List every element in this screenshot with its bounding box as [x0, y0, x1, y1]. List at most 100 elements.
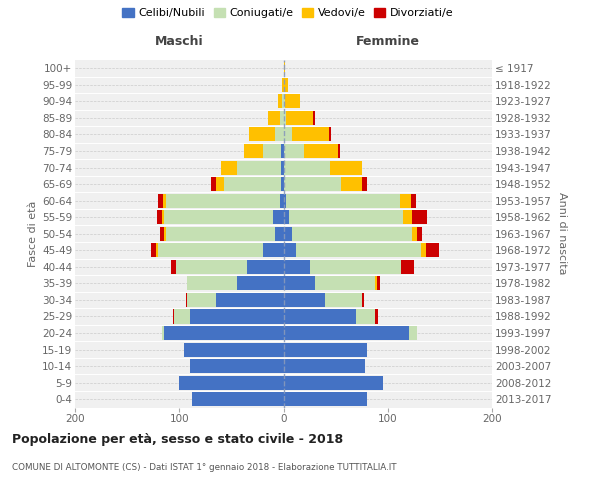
- Bar: [174, 310, 190, 324]
- Bar: [362, 293, 364, 307]
- Text: Maschi: Maschi: [155, 36, 203, 49]
- Bar: [401, 260, 414, 274]
- Bar: [286, 194, 400, 207]
- Bar: [275, 226, 284, 241]
- Bar: [284, 342, 367, 356]
- Bar: [157, 244, 158, 258]
- Bar: [296, 244, 421, 258]
- Bar: [268, 111, 280, 125]
- Bar: [289, 210, 403, 224]
- Bar: [151, 244, 157, 258]
- Bar: [263, 244, 284, 258]
- Bar: [281, 177, 284, 191]
- Bar: [161, 326, 164, 340]
- Bar: [375, 276, 377, 290]
- Bar: [164, 226, 166, 241]
- Bar: [310, 260, 401, 274]
- Legend: Celibi/Nubili, Coniugati/e, Vedovi/e, Divorziati/e: Celibi/Nubili, Coniugati/e, Vedovi/e, Di…: [118, 3, 458, 22]
- Bar: [249, 128, 275, 141]
- Bar: [410, 194, 416, 207]
- Bar: [176, 260, 247, 274]
- Bar: [377, 276, 380, 290]
- Text: Popolazione per età, sesso e stato civile - 2018: Popolazione per età, sesso e stato civil…: [12, 432, 343, 446]
- Bar: [315, 276, 375, 290]
- Bar: [166, 226, 275, 241]
- Bar: [284, 376, 383, 390]
- Bar: [158, 244, 263, 258]
- Bar: [179, 376, 284, 390]
- Bar: [313, 111, 315, 125]
- Bar: [284, 244, 296, 258]
- Bar: [244, 144, 263, 158]
- Y-axis label: Fasce di età: Fasce di età: [28, 200, 38, 267]
- Bar: [284, 111, 286, 125]
- Bar: [192, 392, 284, 406]
- Bar: [375, 310, 379, 324]
- Bar: [284, 359, 365, 373]
- Bar: [325, 293, 362, 307]
- Bar: [286, 111, 313, 125]
- Bar: [281, 160, 284, 174]
- Bar: [417, 226, 422, 241]
- Bar: [278, 94, 283, 108]
- Bar: [412, 226, 417, 241]
- Bar: [284, 310, 356, 324]
- Text: COMUNE DI ALTOMONTE (CS) - Dati ISTAT 1° gennaio 2018 - Elaborazione TUTTITALIA.: COMUNE DI ALTOMONTE (CS) - Dati ISTAT 1°…: [12, 462, 397, 471]
- Bar: [356, 310, 375, 324]
- Bar: [284, 260, 310, 274]
- Bar: [341, 177, 362, 191]
- Bar: [187, 293, 216, 307]
- Bar: [216, 293, 284, 307]
- Bar: [284, 144, 304, 158]
- Bar: [164, 210, 273, 224]
- Bar: [331, 160, 362, 174]
- Bar: [236, 160, 281, 174]
- Bar: [211, 177, 216, 191]
- Bar: [280, 111, 284, 125]
- Bar: [284, 160, 331, 174]
- Bar: [283, 78, 284, 92]
- Text: Femmine: Femmine: [356, 36, 420, 49]
- Bar: [284, 194, 286, 207]
- Bar: [184, 342, 284, 356]
- Bar: [185, 293, 187, 307]
- Bar: [224, 177, 281, 191]
- Bar: [158, 194, 163, 207]
- Bar: [284, 128, 292, 141]
- Bar: [273, 210, 284, 224]
- Bar: [427, 244, 439, 258]
- Bar: [409, 326, 417, 340]
- Bar: [216, 177, 224, 191]
- Bar: [187, 276, 236, 290]
- Bar: [284, 293, 325, 307]
- Bar: [284, 326, 409, 340]
- Bar: [171, 260, 176, 274]
- Bar: [160, 226, 164, 241]
- Bar: [190, 359, 284, 373]
- Bar: [284, 276, 315, 290]
- Bar: [161, 210, 164, 224]
- Bar: [173, 310, 174, 324]
- Bar: [263, 144, 281, 158]
- Bar: [236, 276, 284, 290]
- Bar: [164, 326, 284, 340]
- Bar: [166, 194, 280, 207]
- Bar: [283, 94, 284, 108]
- Y-axis label: Anni di nascita: Anni di nascita: [557, 192, 567, 275]
- Bar: [362, 177, 367, 191]
- Bar: [284, 177, 341, 191]
- Bar: [292, 128, 329, 141]
- Bar: [329, 128, 331, 141]
- Bar: [157, 210, 161, 224]
- Bar: [221, 160, 236, 174]
- Bar: [281, 144, 284, 158]
- Bar: [284, 210, 289, 224]
- Bar: [338, 144, 340, 158]
- Bar: [412, 210, 427, 224]
- Bar: [163, 194, 166, 207]
- Bar: [403, 210, 412, 224]
- Bar: [284, 94, 300, 108]
- Bar: [421, 244, 427, 258]
- Bar: [284, 392, 367, 406]
- Bar: [190, 310, 284, 324]
